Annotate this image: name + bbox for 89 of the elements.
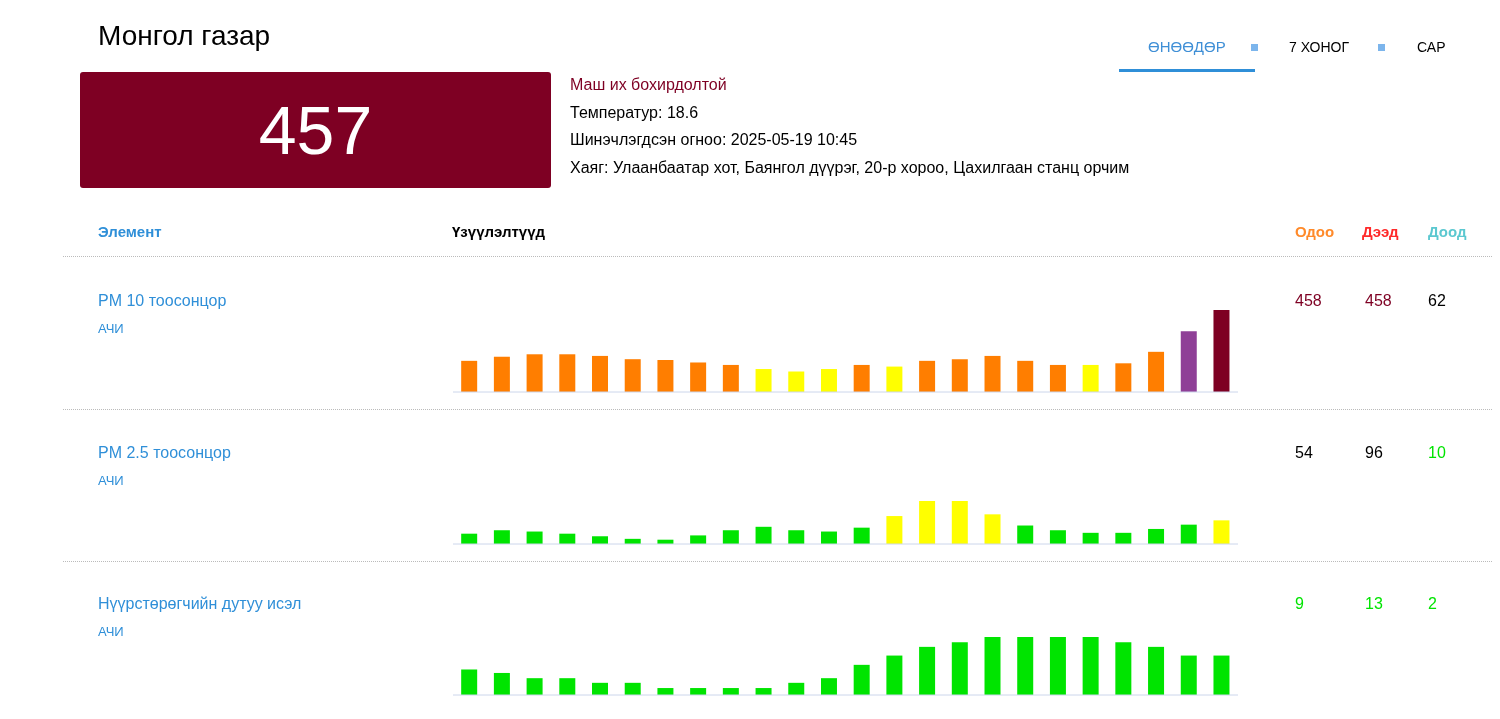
bar xyxy=(657,360,674,392)
bar xyxy=(1017,360,1034,392)
bar xyxy=(1180,331,1197,392)
text: 96 xyxy=(1365,444,1383,462)
bar xyxy=(853,527,870,544)
text: 54 xyxy=(1295,444,1313,462)
text: 10 xyxy=(1428,444,1446,462)
bar xyxy=(493,356,510,392)
bar xyxy=(755,526,772,544)
bar xyxy=(1180,655,1197,695)
text: 458 xyxy=(1295,292,1322,310)
bar xyxy=(1115,642,1132,695)
bar xyxy=(984,637,1001,695)
bar xyxy=(951,642,968,695)
bar xyxy=(722,364,739,392)
text: 7 ХОНОГ xyxy=(1289,39,1350,55)
bar xyxy=(886,366,903,392)
bar xyxy=(886,655,903,695)
bar xyxy=(1049,637,1066,695)
bar xyxy=(1180,524,1197,544)
text: Үзүүлэлтүүд xyxy=(452,223,546,240)
bar xyxy=(690,535,707,544)
text: АЧИ xyxy=(98,624,124,639)
text: Монгол газар xyxy=(98,20,271,52)
bar xyxy=(526,678,543,695)
text: 13 xyxy=(1365,595,1383,613)
bar xyxy=(526,354,543,392)
bar xyxy=(1017,525,1034,544)
bar xyxy=(592,682,609,695)
bar xyxy=(886,516,903,544)
bar xyxy=(951,359,968,392)
text: 2 xyxy=(1428,595,1437,613)
text: Маш их бохирдолтой xyxy=(570,76,727,94)
bar xyxy=(984,514,1001,544)
bar xyxy=(1115,363,1132,392)
bar xyxy=(461,360,478,392)
text: PM 2.5 тоосонцор xyxy=(98,444,231,462)
bar xyxy=(788,371,805,392)
text: Нүүрстөрөгчийн дутуу исэл xyxy=(98,595,302,613)
bar xyxy=(624,359,641,392)
bar xyxy=(1213,655,1230,695)
text: АЧИ xyxy=(98,321,124,336)
bar xyxy=(820,369,837,392)
bar xyxy=(788,682,805,695)
bar xyxy=(755,369,772,392)
bar xyxy=(592,536,609,544)
bar xyxy=(1017,637,1034,695)
text: Одоо xyxy=(1295,223,1335,240)
text: 457 xyxy=(258,91,373,169)
bar xyxy=(722,530,739,544)
text: 458 xyxy=(1365,292,1392,310)
bar xyxy=(951,501,968,544)
bar xyxy=(1049,530,1066,544)
bar xyxy=(624,682,641,695)
bar xyxy=(919,501,936,544)
bar xyxy=(1082,364,1099,392)
bar xyxy=(461,669,478,695)
text: Доод xyxy=(1428,223,1467,240)
bar xyxy=(1148,528,1165,544)
bar xyxy=(919,646,936,695)
bar xyxy=(1213,310,1230,392)
bar xyxy=(788,530,805,544)
bar xyxy=(853,364,870,392)
text: АЧИ xyxy=(98,473,124,488)
bar xyxy=(559,678,576,695)
bar xyxy=(559,354,576,392)
bar xyxy=(493,672,510,695)
text: Дээд xyxy=(1362,223,1399,240)
bar xyxy=(1049,364,1066,392)
bar xyxy=(919,360,936,392)
text: Хаяг: Улаанбаатар хот, Баянгол дүүрэг, 20-р хороо, Цахилгаан станц орчим xyxy=(570,159,1130,177)
text: Температур: 18.6 xyxy=(570,104,699,122)
text: Шинэчлэгдсэн огноо: 2025-05-19 10:45 xyxy=(570,131,858,149)
text: САР xyxy=(1417,39,1446,55)
text: 9 xyxy=(1295,595,1304,613)
bar xyxy=(853,664,870,695)
bar xyxy=(690,362,707,392)
bar xyxy=(1082,637,1099,695)
bar xyxy=(984,355,1001,392)
bar xyxy=(493,530,510,544)
bar xyxy=(1213,520,1230,544)
text: ӨНӨӨДӨР xyxy=(1148,38,1226,55)
text: PM 10 тоосонцор xyxy=(98,292,227,310)
text: Элемент xyxy=(98,223,162,240)
bar xyxy=(1148,646,1165,695)
text: 62 xyxy=(1428,292,1446,310)
bar xyxy=(592,355,609,392)
bar xyxy=(820,678,837,695)
bar xyxy=(1148,351,1165,392)
